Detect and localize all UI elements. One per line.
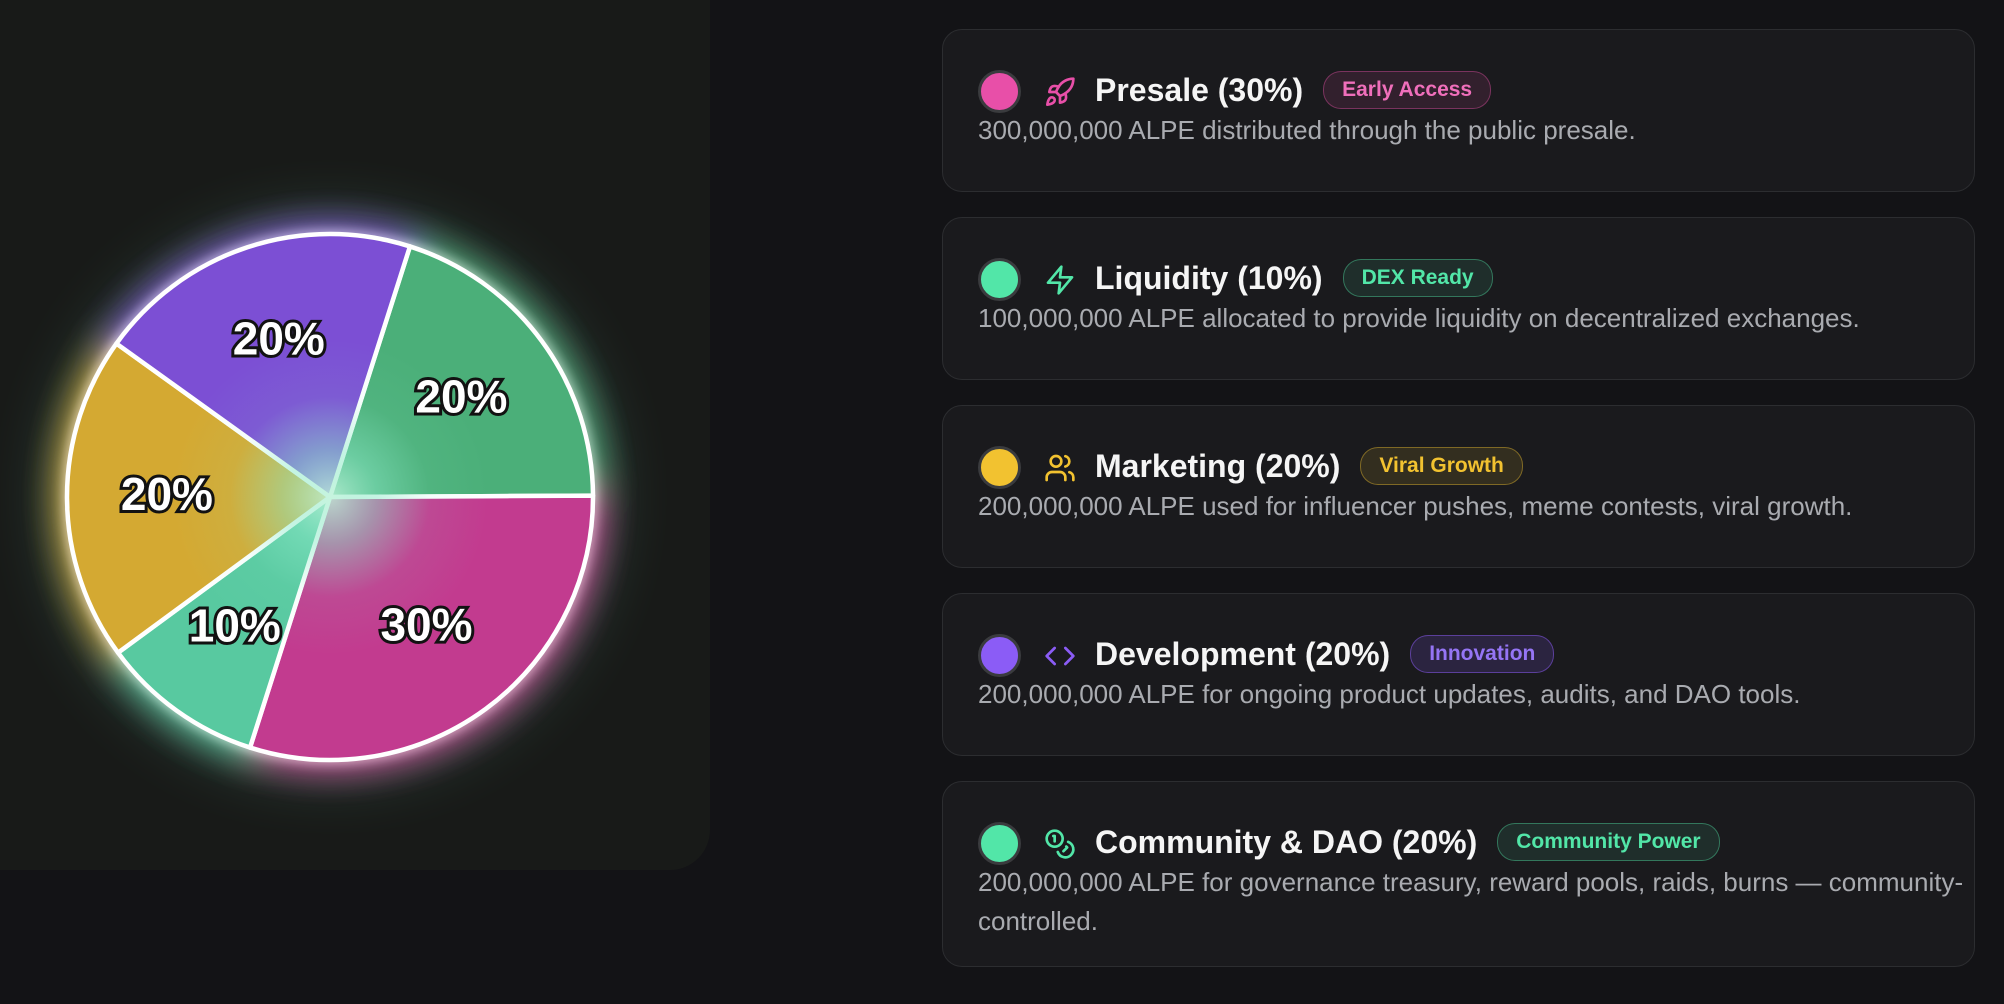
svg-text:30%: 30%: [380, 599, 472, 651]
svg-text:10%: 10%: [189, 600, 281, 652]
svg-text:20%: 20%: [121, 468, 213, 520]
svg-text:20%: 20%: [233, 312, 325, 364]
svg-text:20%: 20%: [415, 371, 507, 423]
